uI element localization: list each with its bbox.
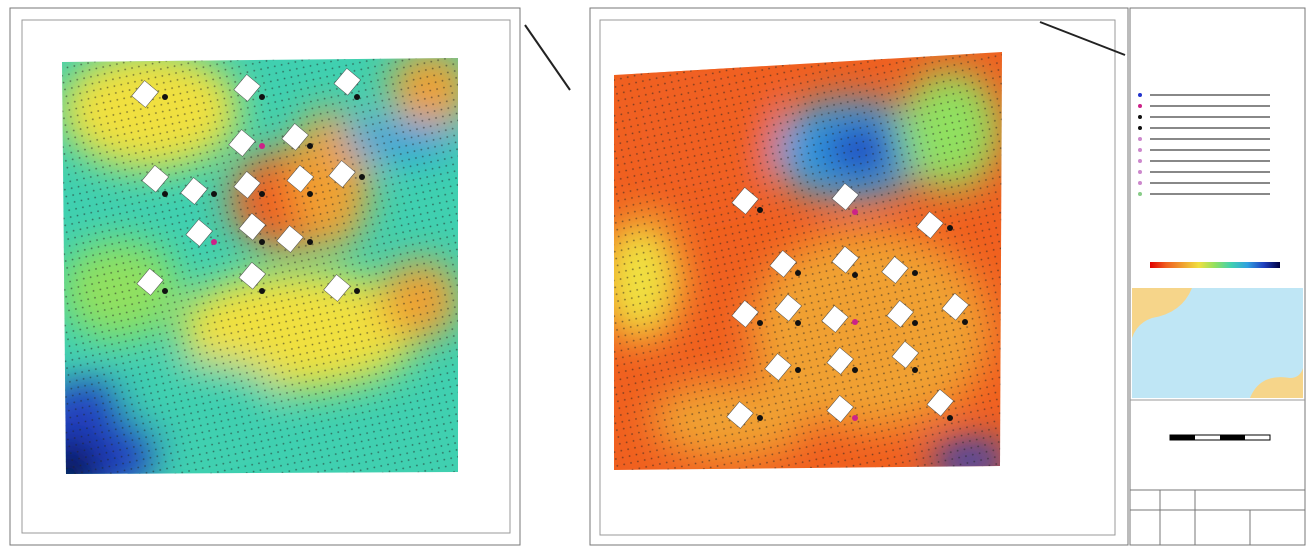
legend-text-line [1150,193,1270,195]
legend-symbol [1138,104,1142,108]
legend-text-line [1150,105,1270,107]
well-marker [947,225,953,231]
well-marker [757,320,763,326]
well-marker [852,415,858,421]
legend-symbol [1138,126,1142,130]
scale-bar [1170,435,1195,440]
scale-bar [1220,435,1245,440]
well-marker [354,288,360,294]
well-marker [259,288,265,294]
well-marker [162,288,168,294]
well-marker [795,320,801,326]
well-marker [259,143,265,149]
well-marker [307,239,313,245]
well-marker [307,191,313,197]
legend-symbol [1138,93,1142,97]
well-marker [259,94,265,100]
legend-symbol [1138,148,1142,152]
heatmap-right [600,45,1010,480]
legend-text-line [1150,116,1270,118]
page [0,0,1309,549]
legend-symbol [1138,115,1142,119]
legend-text-line [1150,160,1270,162]
legend-text-line [1150,171,1270,173]
legend-color-ramp [1150,262,1280,268]
well-marker [354,94,360,100]
title-block [1130,490,1305,545]
legend-text-line [1150,138,1270,140]
legend-symbol [1138,181,1142,185]
well-marker [307,143,313,149]
well-marker [795,270,801,276]
well-marker [912,367,918,373]
well-marker [757,207,763,213]
legend-symbol [1138,137,1142,141]
well-marker [259,191,265,197]
legend-text-line [1150,127,1270,129]
legend-symbol [1138,170,1142,174]
well-marker [852,209,858,215]
data-points [55,50,465,480]
well-marker [852,272,858,278]
legend-text-line [1150,94,1270,96]
well-marker [259,239,265,245]
well-marker [795,367,801,373]
legend-symbol [1138,192,1142,196]
well-marker [912,320,918,326]
well-marker [211,191,217,197]
well-marker [359,174,365,180]
well-marker [852,367,858,373]
data-points [605,45,1010,475]
well-marker [162,191,168,197]
legend-text-line [1150,149,1270,151]
legend-text-line [1150,182,1270,184]
legend-frame [1130,8,1305,545]
well-marker [757,415,763,421]
well-marker [162,94,168,100]
well-marker [211,239,217,245]
well-marker [962,319,968,325]
well-marker [912,270,918,276]
well-marker [947,415,953,421]
north-arrow [1040,22,1125,55]
north-arrow [525,25,570,90]
map-sheet [0,0,1309,549]
legend-symbol [1138,159,1142,163]
well-marker [852,319,858,325]
